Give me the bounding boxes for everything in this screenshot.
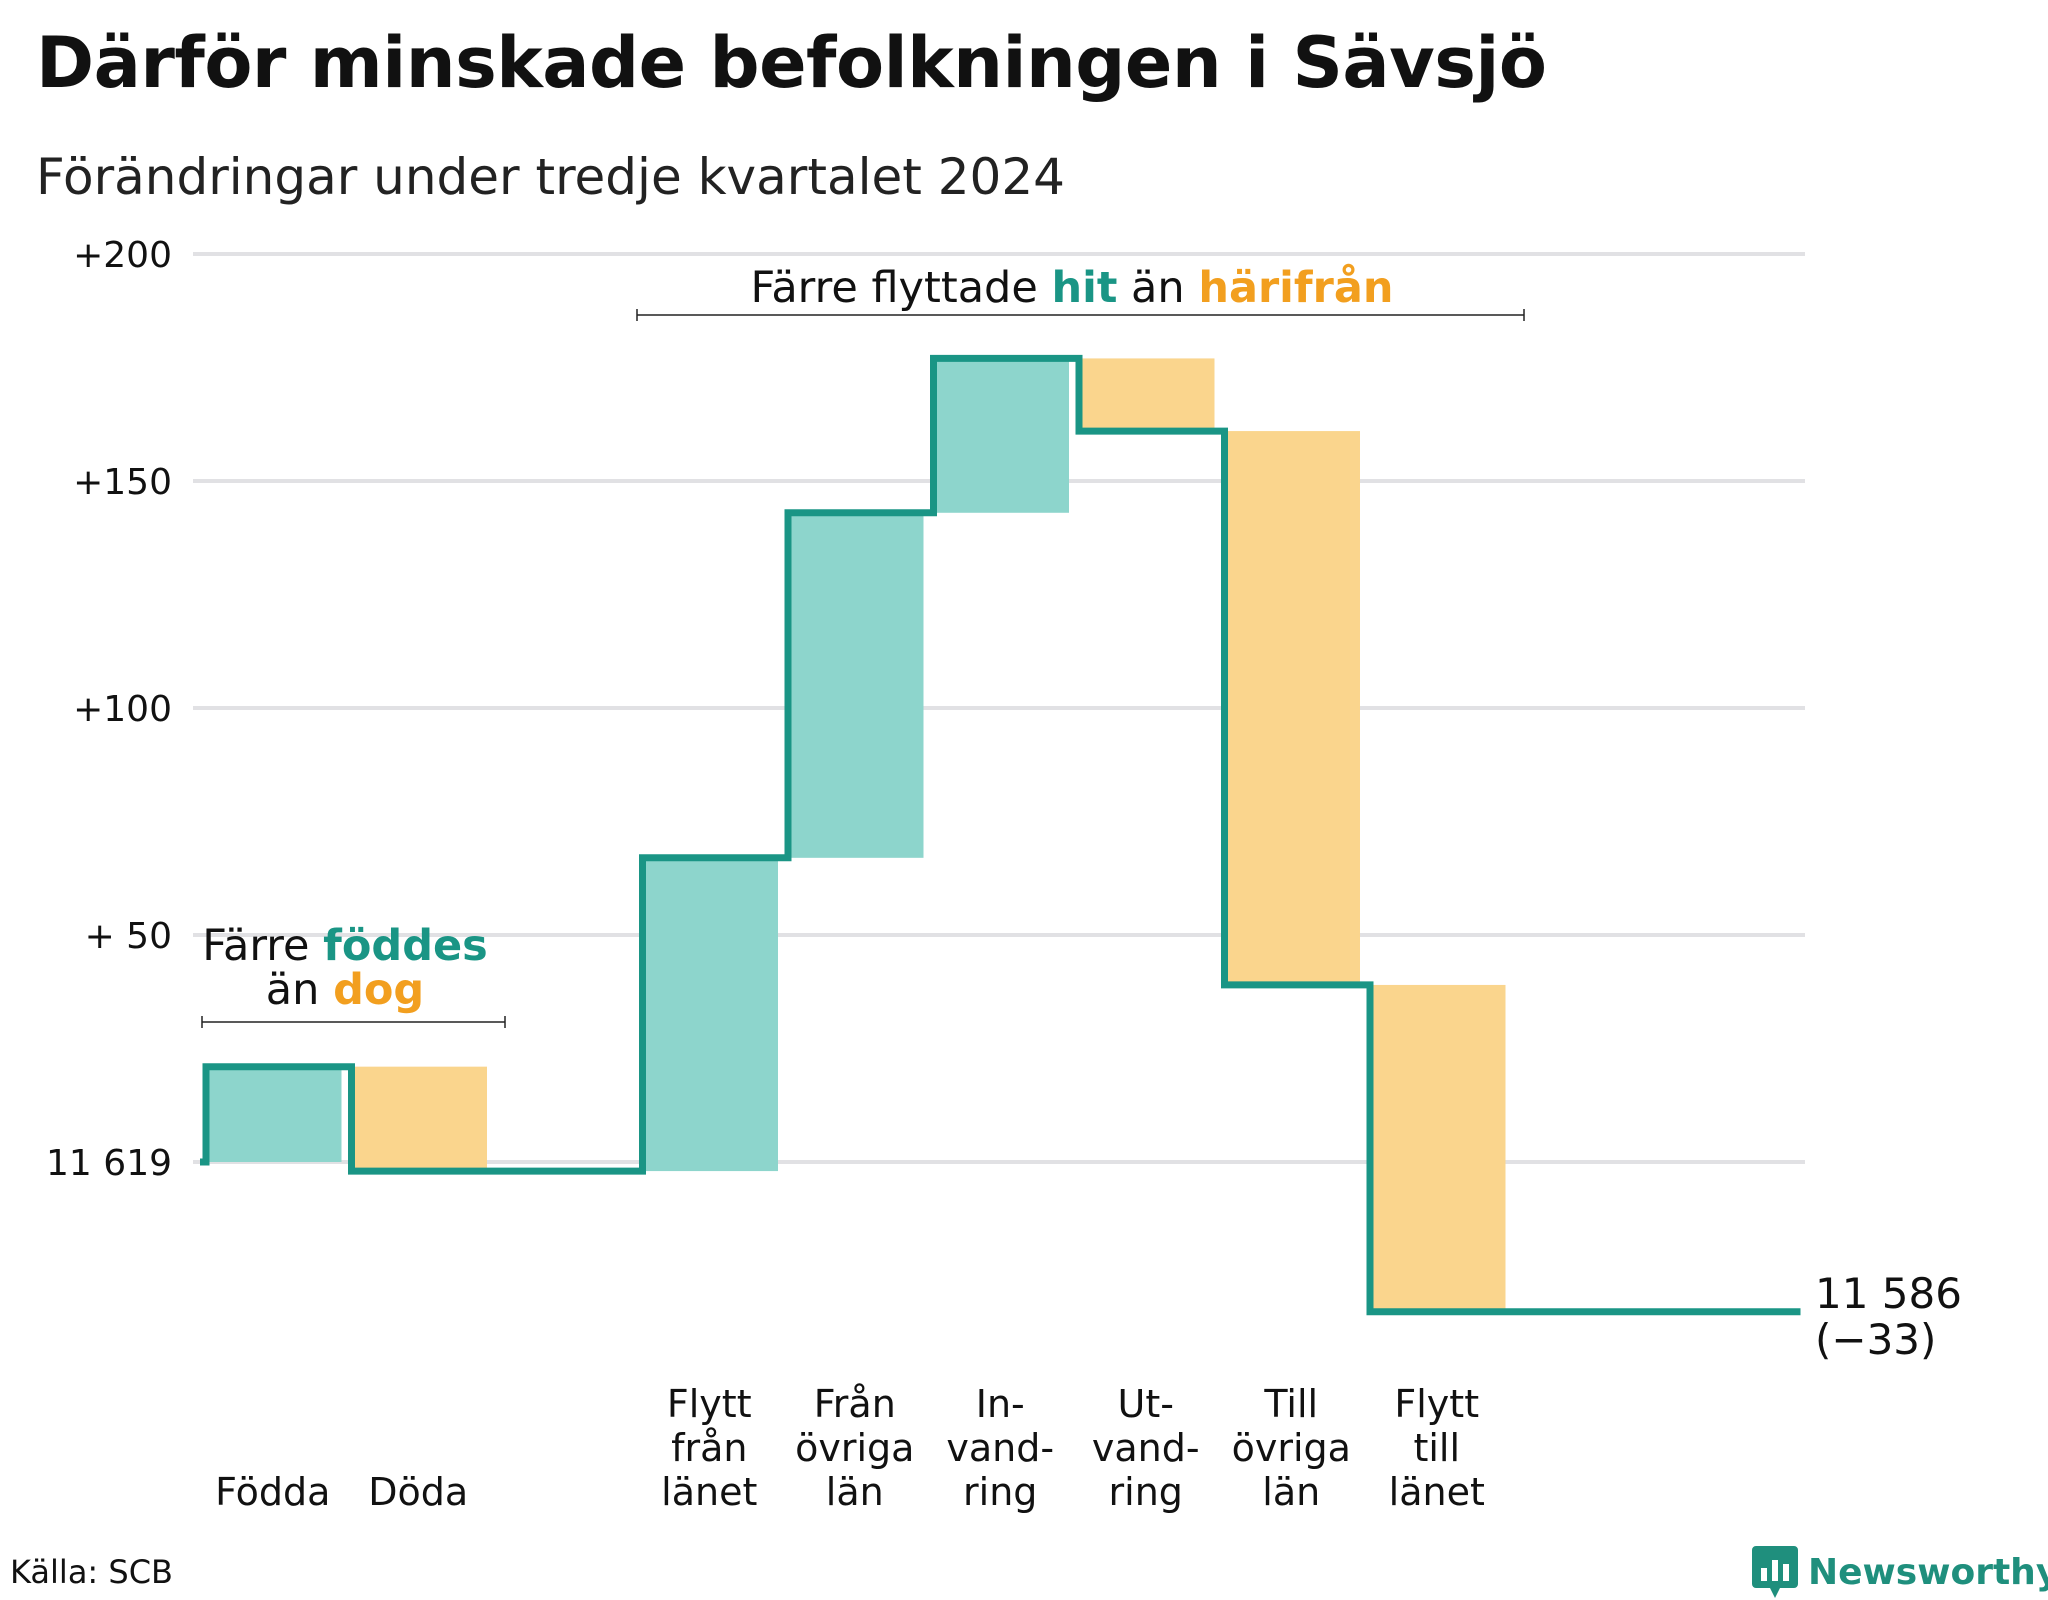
category-label: Till <box>1263 1382 1318 1426</box>
bar-decrease <box>1222 431 1360 985</box>
bar-increase <box>204 1066 342 1162</box>
end-value-line2: (−33) <box>1815 1315 1936 1364</box>
migration-annotation-word-an: än <box>1117 263 1198 313</box>
births-annotation-word-an: än <box>266 965 333 1015</box>
chart-subtitle: Förändringar under tredje kvartalet 2024 <box>36 148 1065 206</box>
y-tick-label: +100 <box>73 689 172 730</box>
brand-name: Newsworthy <box>1808 1551 2048 1593</box>
category-label: Flytt <box>1394 1382 1479 1426</box>
bars <box>204 358 1506 1312</box>
migration-annotation-word-1: Färre flyttade <box>751 263 1052 313</box>
births-annotation-word-farre: Färre <box>202 921 323 971</box>
bar-decrease <box>349 1066 487 1172</box>
migration-annotation-word-harifran: härifrån <box>1198 263 1393 313</box>
category-label: övriga <box>1232 1426 1351 1470</box>
cumulative-step-line <box>200 354 1801 1316</box>
y-axis-ticks: 11 619 + 50 +100 +150 +200 <box>46 235 172 1184</box>
category-label: Flytt <box>667 1382 752 1426</box>
migration-annotation: Färre flyttade hit än härifrån <box>751 263 1394 313</box>
y-tick-label: + 50 <box>85 916 172 957</box>
migration-annotation-word-hit: hit <box>1051 263 1117 313</box>
category-label: länet <box>661 1470 757 1514</box>
category-label: till <box>1413 1426 1460 1470</box>
category-label: län <box>1262 1470 1320 1514</box>
y-tick-label: +200 <box>73 235 172 276</box>
births-bracket <box>201 1016 506 1028</box>
births-annotation-word-dog: dog <box>333 965 424 1015</box>
y-tick-label: 11 619 <box>46 1143 172 1184</box>
step-line-layer <box>200 354 1801 1316</box>
y-tick-label: +150 <box>73 462 172 503</box>
migration-bracket <box>636 309 1525 321</box>
bar-decrease <box>1077 358 1215 432</box>
category-label: ring <box>963 1470 1037 1514</box>
bar-increase <box>640 857 778 1172</box>
end-value-line1: 11 586 <box>1815 1269 1962 1318</box>
bar-increase <box>931 358 1069 513</box>
chart-title: Därför minskade befolkningen i Sävsjö <box>36 22 1547 104</box>
births-annotation-line2: än dog <box>266 965 424 1015</box>
bar-increase <box>786 512 924 858</box>
births-annotation-word-foddes: föddes <box>323 921 488 971</box>
category-label: från <box>671 1426 747 1470</box>
category-label: Ut- <box>1118 1382 1174 1426</box>
category-label: vand- <box>1092 1426 1200 1470</box>
category-label: Födda <box>215 1470 330 1514</box>
source-note: Källa: SCB <box>10 1553 173 1591</box>
category-label: länet <box>1389 1470 1485 1514</box>
births-annotation-line1: Färre föddes <box>202 921 488 971</box>
end-value-label: 11 586 (−33) <box>1815 1269 1962 1364</box>
category-label: ring <box>1109 1470 1183 1514</box>
category-label: In- <box>976 1382 1025 1426</box>
newsworthy-chat-icon <box>1752 1546 1798 1598</box>
category-label: Döda <box>368 1470 468 1514</box>
category-label: län <box>826 1470 884 1514</box>
annotations: Färre föddes än dog Färre flyttade hit ä… <box>201 263 1525 1028</box>
bar-decrease <box>1368 984 1506 1312</box>
category-label: Från <box>814 1382 896 1426</box>
category-label: vand- <box>946 1426 1054 1470</box>
brand-logo: Newsworthy <box>1752 1546 2048 1598</box>
x-axis-categories: Födda DödaFlyttfrånlänetFrånövrigalänIn-v… <box>215 1382 1485 1514</box>
category-label: övriga <box>795 1426 914 1470</box>
